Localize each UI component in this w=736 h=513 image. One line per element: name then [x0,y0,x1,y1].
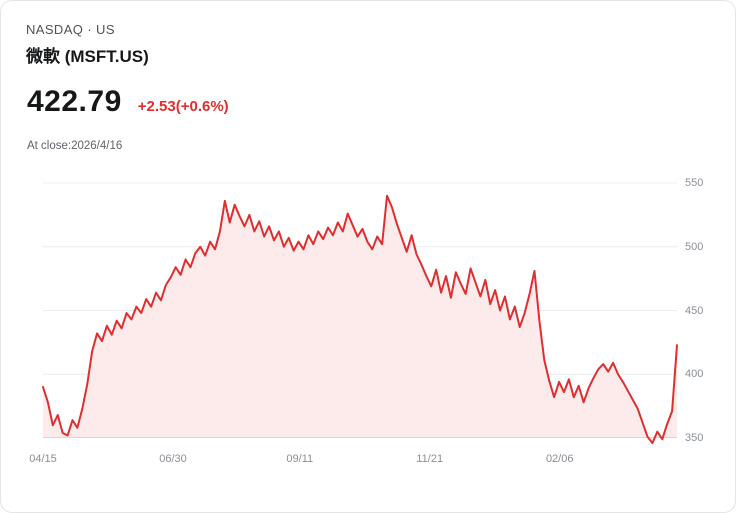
x-axis-tick-label: 04/15 [29,453,57,465]
close-timestamp: At close:2026/4/16 [27,140,123,152]
x-axis-tick-label: 06/30 [159,453,187,465]
y-axis-tick-label: 550 [685,177,704,189]
last-price: 422.79 [27,85,122,118]
y-axis-tick-label: 500 [685,240,704,253]
price-row: 422.79 +2.53(+0.6%) [27,85,229,119]
stock-title: 微軟 (MSFT.US) [26,47,149,66]
x-axis-tick-label: 11/21 [416,453,444,465]
price-change: +2.53(+0.6%) [137,98,229,115]
exchange-region-label: NASDAQ · US [26,22,115,37]
y-axis-tick-label: 350 [685,432,704,444]
x-axis-tick-label: 02/06 [545,453,574,465]
price-chart-svg[interactable] [42,182,678,445]
y-axis-tick-label: 450 [685,304,704,317]
price-chart[interactable] [42,182,678,445]
y-axis-tick-label: 400 [685,368,704,381]
x-axis-tick-label: 09/11 [286,453,314,465]
